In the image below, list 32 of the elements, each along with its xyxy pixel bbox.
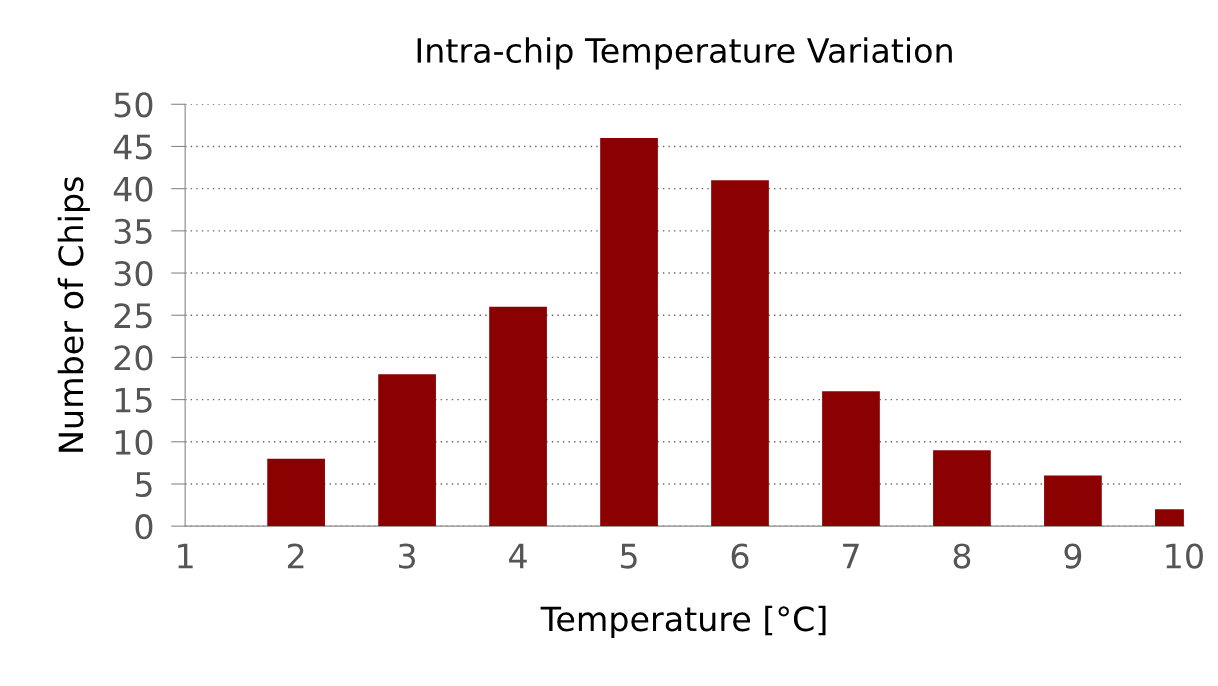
y-tick-label: 30 — [114, 260, 153, 287]
x-tick-label: 2 — [287, 543, 304, 569]
x-tick-label: 3 — [399, 543, 416, 569]
y-tick-label: 35 — [114, 218, 152, 244]
y-tick-label: 40 — [113, 176, 153, 202]
x-tick-label: 9 — [1064, 543, 1082, 569]
bar — [489, 306, 547, 527]
bar — [933, 450, 991, 527]
y-tick-label: 5 — [135, 472, 152, 498]
x-tick-label: 7 — [843, 543, 859, 569]
x-tick-label: 5 — [621, 543, 637, 569]
y-tick-label: 0 — [135, 514, 153, 540]
chart-title: Intra-chip Temperature Variation — [417, 37, 952, 70]
y-tick-label: 20 — [114, 345, 153, 371]
y-tick-label: 15 — [115, 387, 152, 413]
x-tick-label: 8 — [953, 543, 971, 569]
y-tick-label: 45 — [113, 134, 152, 160]
bar — [1044, 475, 1102, 527]
x-tick-label: 1 — [178, 543, 193, 569]
bar — [378, 374, 436, 527]
y-tick-label: 50 — [114, 92, 153, 118]
x-axis-title: Temperature [°C] — [540, 605, 826, 638]
x-tick-label: 6 — [731, 543, 749, 569]
y-tick-label: 10 — [115, 429, 153, 455]
y-axis-title: Number of Chips — [57, 177, 90, 452]
x-tick-label: 10 — [1166, 543, 1203, 569]
bar — [600, 138, 658, 527]
bar — [822, 391, 880, 527]
x-tick-label: 4 — [509, 543, 527, 569]
y-tick-label: 25 — [114, 303, 152, 329]
bar — [267, 458, 325, 527]
bar — [711, 180, 769, 527]
